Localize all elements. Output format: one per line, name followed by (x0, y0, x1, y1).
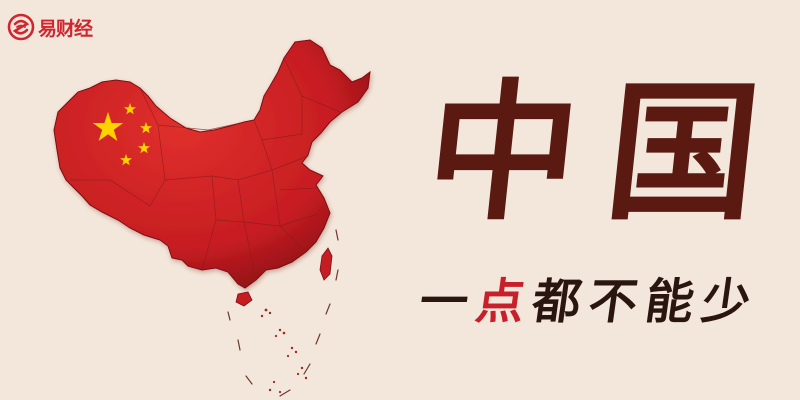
headline-char-2: 国 (598, 65, 768, 241)
china-map-icon (53, 39, 371, 397)
star-icon (140, 122, 152, 134)
flag-stars (92, 103, 152, 166)
nine-dash-line (227, 229, 339, 397)
star-icon (124, 103, 136, 115)
slogan: 一 点 都 不 能 少 (416, 274, 754, 330)
headline-char-1: 中 (418, 65, 588, 241)
headline: 中 国 (418, 58, 768, 248)
brand-name: 易财经 (38, 17, 93, 40)
hainan-shape (235, 291, 253, 307)
slogan-char-4: 不 (585, 274, 642, 330)
slogan-char-5: 能 (641, 274, 698, 330)
brand-logo: 易财经 (6, 12, 93, 42)
south-sea-islands (260, 308, 308, 394)
slogan-char-1: 一 (416, 274, 472, 330)
mainland-shape (53, 39, 371, 289)
slogan-char-2-highlight: 点 (472, 274, 529, 330)
star-icon (92, 112, 124, 141)
star-icon (120, 154, 132, 166)
slogan-char-3: 都 (528, 274, 585, 330)
taiwan-shape (319, 247, 333, 281)
province-borders (70, 57, 341, 281)
slogan-char-6: 少 (698, 274, 754, 330)
star-icon (138, 142, 150, 154)
swirl-logo-icon (7, 13, 35, 41)
